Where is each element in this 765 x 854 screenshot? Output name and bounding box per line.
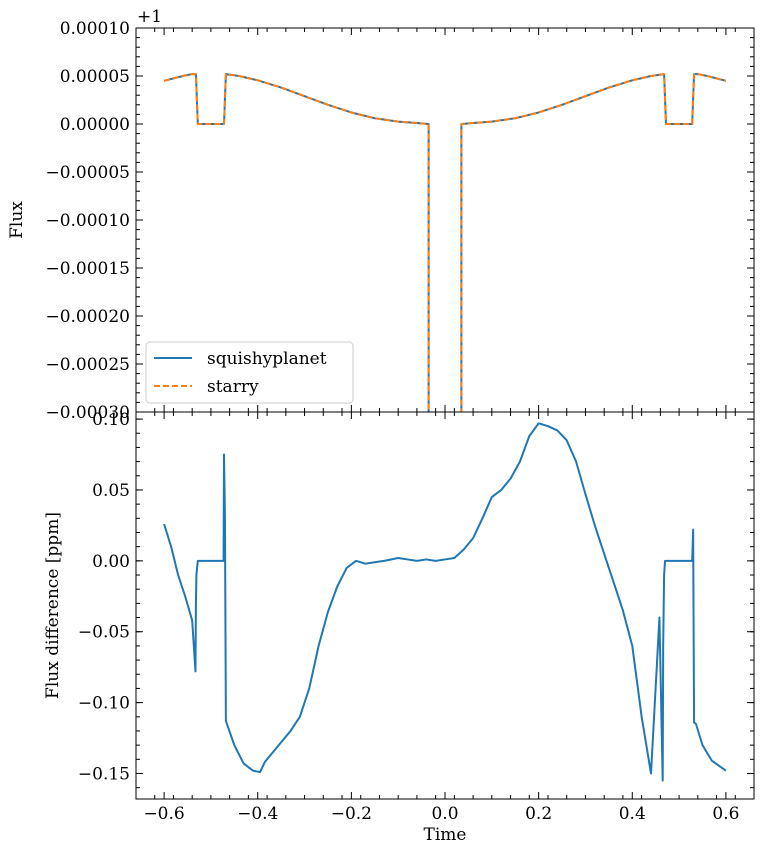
- starry-line: [163, 73, 727, 412]
- squishyplanet-legend-label: squishyplanet: [207, 349, 327, 369]
- time-tick-label: −0.4: [237, 804, 278, 824]
- time-tick-label: 0.4: [619, 804, 646, 824]
- flux-tick-label: −0.00020: [45, 307, 130, 327]
- flux-difference-panel: 0.10 0.05 0.00 −0.05 −0.10 −0.15 −0.6 −0.4 −0.2 0…: [43, 410, 755, 845]
- flux-tick-label: 0.00000: [60, 115, 130, 135]
- flux-tick-label: −0.00005: [45, 163, 130, 183]
- flux-difference-tick-label: 0.00: [92, 552, 130, 572]
- flux-tick-label: −0.00030: [45, 403, 130, 423]
- flux-difference-y-axis-label: Flux difference [ppm]: [43, 512, 63, 699]
- flux-tick-label: 0.00005: [60, 67, 130, 87]
- flux-tick-label: −0.00015: [45, 259, 130, 279]
- flux-difference-tick-label: 0.05: [92, 481, 130, 501]
- flux-panel: 0.00010 0.00005 0.00000 −0.00005 −0.00010 −0.…: [7, 7, 755, 423]
- flux-difference-line: [163, 422, 727, 782]
- flux-y-axis-label: Flux: [7, 201, 27, 239]
- flux-difference-tick-label: −0.05: [78, 623, 130, 643]
- flux-difference-tick-label: 0.10: [92, 410, 130, 430]
- time-x-axis-label: Time: [424, 825, 467, 845]
- flux-tick-label: 0.00010: [60, 19, 130, 39]
- flux-difference-tick-label: −0.15: [78, 764, 130, 784]
- time-tick-label: −0.2: [331, 804, 372, 824]
- legend: squishyplanet starry: [145, 341, 354, 404]
- time-tick-label: 0.2: [525, 804, 552, 824]
- time-tick-label: −0.6: [143, 804, 184, 824]
- flux-difference-tick-label: −0.10: [78, 694, 130, 714]
- flux-tick-label: −0.00025: [45, 355, 130, 375]
- starry-legend-label: starry: [207, 377, 259, 397]
- squishyplanet-line: [163, 73, 727, 412]
- flux-offset-label: +1: [137, 7, 162, 27]
- time-tick-label: 0.6: [712, 804, 739, 824]
- flux-tick-label: −0.00010: [45, 211, 130, 231]
- legend-box: [145, 341, 354, 404]
- time-tick-label: 0.0: [431, 804, 458, 824]
